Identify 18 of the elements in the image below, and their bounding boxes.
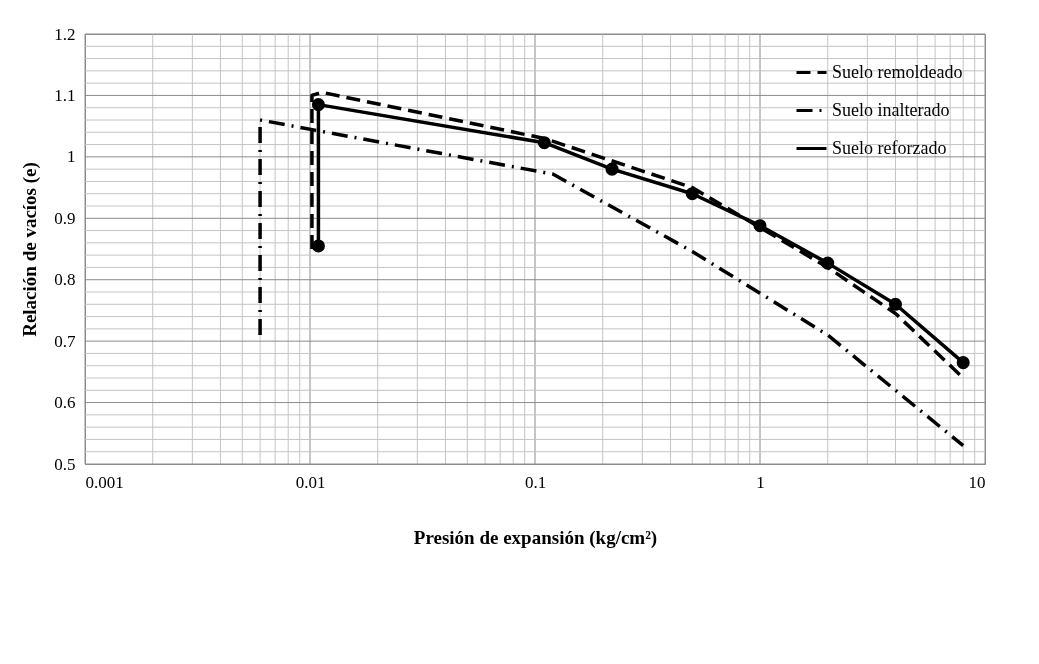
- y-tick-label: 1.1: [54, 85, 76, 105]
- y-tick-label: 0.9: [54, 208, 76, 228]
- legend-label: Suelo reforzado: [832, 137, 947, 158]
- x-tick-label: 0.1: [524, 472, 547, 492]
- legend-label: Suelo remoldeado: [832, 61, 963, 82]
- y-axis-title: Relación de vacíos (e): [19, 162, 42, 337]
- x-tick-label: 10: [968, 472, 986, 492]
- y-tick-label: 0.6: [54, 393, 76, 413]
- y-tick-label: 0.8: [54, 270, 76, 290]
- legend-label: Suelo inalterado: [832, 99, 950, 120]
- x-tick-label: 1: [756, 472, 765, 492]
- x-tick-label: 0.01: [295, 472, 326, 492]
- y-tick-label: 1.2: [54, 24, 76, 44]
- y-tick-label: 0.5: [54, 454, 76, 474]
- x-tick-label: 0.001: [85, 472, 124, 492]
- y-tick-label: 0.7: [54, 331, 76, 351]
- y-tick-label: 1: [67, 147, 76, 167]
- x-axis-title: Presión de expansión (kg/cm²): [413, 526, 658, 549]
